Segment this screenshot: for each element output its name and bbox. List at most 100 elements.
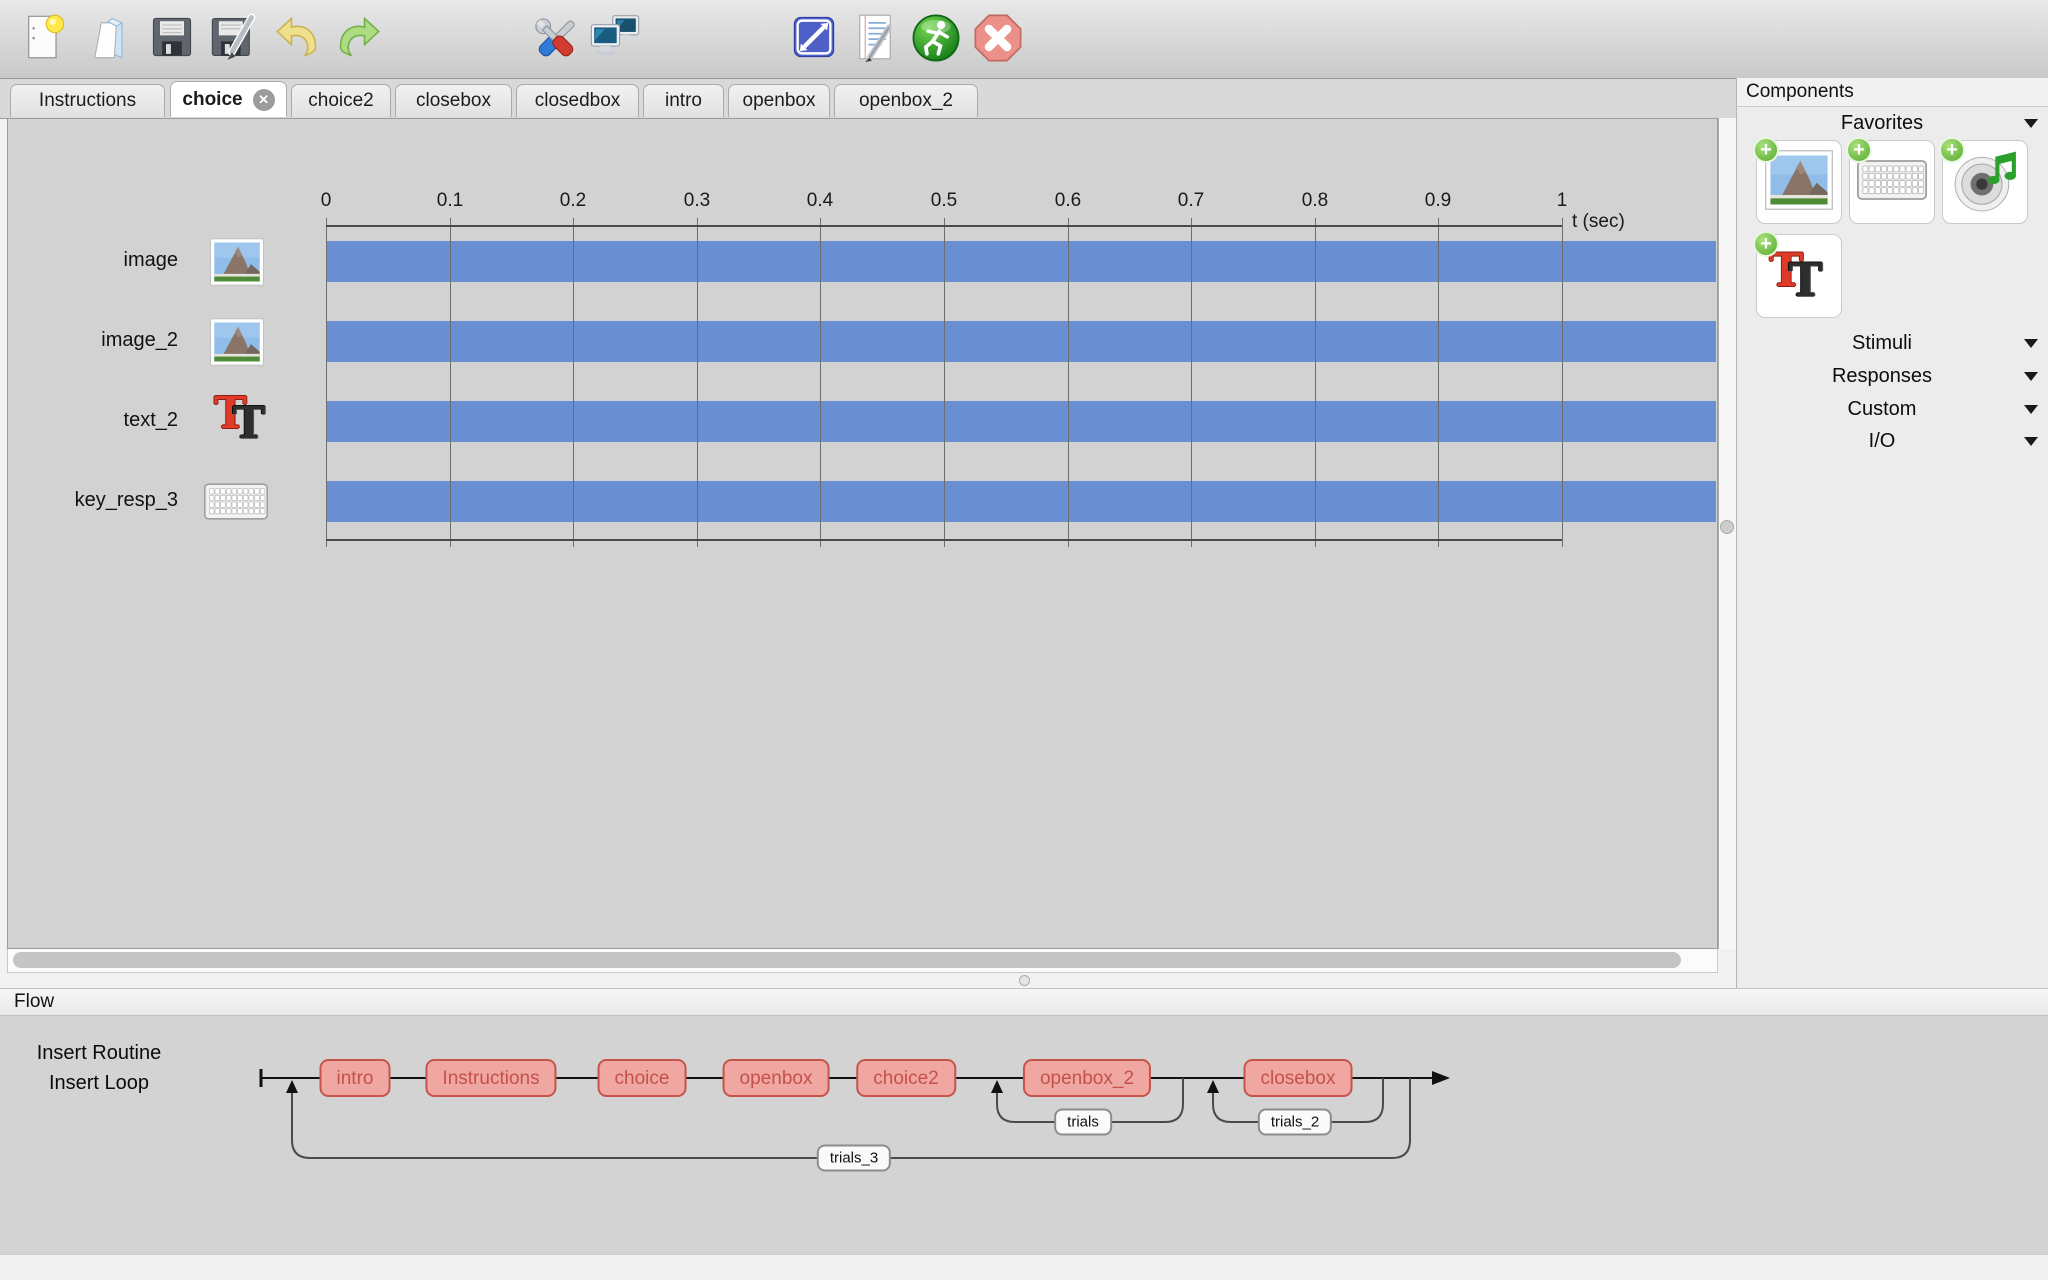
grid-line-0.8 (1315, 218, 1316, 547)
chevron-down-icon[interactable] (2024, 338, 2038, 348)
flow-loop-trials_2[interactable]: trials_2 (1257, 1108, 1333, 1136)
text-component-button[interactable]: + T T (1753, 231, 1842, 318)
component-row-icon-image[interactable] (210, 238, 264, 291)
grid-line-0.1 (450, 218, 451, 547)
flow-routine-openbox_2[interactable]: openbox_2 (1022, 1059, 1152, 1097)
new-file-button[interactable] (20, 12, 70, 62)
section-label: Favorites (1840, 111, 1924, 134)
flow-loop-trials_3[interactable]: trials_3 (816, 1144, 892, 1172)
tab-closebox[interactable]: closebox (395, 84, 512, 117)
image-thumbnail-icon (210, 318, 264, 366)
panel-splitter-handle[interactable] (1019, 975, 1030, 986)
grid-line-0.5 (944, 218, 945, 547)
section-header-i-o[interactable]: I/O (1740, 428, 2044, 454)
horizontal-scroll-thumb[interactable] (13, 952, 1681, 968)
keyboard-component-button[interactable]: + (1846, 137, 1935, 224)
component-row-label-text_2: text_2 (123, 409, 178, 431)
section-header-favorites[interactable]: Favorites (1740, 110, 2044, 136)
chevron-down-icon[interactable] (2024, 371, 2038, 381)
save-as-button[interactable] (208, 12, 258, 62)
tab-label: closedbox (534, 90, 621, 111)
redo-button[interactable] (334, 12, 384, 62)
undo-button[interactable] (274, 12, 324, 62)
flow-panel-title: Flow (0, 988, 2048, 1016)
chevron-down-icon[interactable] (2024, 118, 2038, 128)
flow-loop-trials[interactable]: trials (1054, 1108, 1112, 1136)
close-icon[interactable]: ✕ (252, 88, 275, 111)
flow-routine-choice2[interactable]: choice2 (856, 1059, 956, 1097)
tab-Instructions[interactable]: Instructions (10, 84, 165, 117)
tab-label: choice (182, 88, 243, 110)
timeline-bar-text_2[interactable] (326, 401, 1716, 442)
monitor-center-button[interactable] (588, 12, 640, 62)
tab-openbox_2[interactable]: openbox_2 (834, 84, 978, 117)
flow-routine-Instructions[interactable]: Instructions (425, 1059, 557, 1097)
section-label: I/O (1868, 429, 1896, 452)
component-row-label-image: image (123, 249, 178, 271)
section-label: Custom (1847, 397, 1917, 420)
grid-line-0.2 (573, 218, 574, 547)
tab-closedbox[interactable]: closedbox (516, 84, 639, 117)
chevron-down-icon[interactable] (2024, 436, 2038, 446)
components-panel (1736, 78, 2048, 988)
tab-choice[interactable]: choice ✕ (170, 81, 287, 117)
tools-button[interactable] (530, 12, 580, 62)
open-file-button[interactable] (86, 12, 136, 62)
canvas-horizontal-scrollbar[interactable] (7, 949, 1718, 973)
add-plus-icon: + (1753, 137, 1779, 163)
tick-label-0: 0 (320, 190, 332, 211)
sound-component-button[interactable]: + (1939, 137, 2028, 224)
flow-routine-openbox[interactable]: openbox (722, 1059, 830, 1097)
chevron-down-icon[interactable] (2024, 404, 2038, 414)
stop-button[interactable] (972, 12, 1022, 62)
tick-label-0.6: 0.6 (1054, 190, 1082, 211)
tab-choice2[interactable]: choice2 (291, 84, 391, 117)
tick-label-0.1: 0.1 (436, 190, 464, 211)
stop-icon (974, 14, 1022, 62)
image-component-button[interactable]: + (1753, 137, 1842, 224)
toolbar (0, 0, 2048, 79)
grid-line-1 (1562, 218, 1563, 547)
save-icon (152, 17, 192, 57)
axis-unit-label: t (sec) (1572, 211, 1625, 232)
tab-label: openbox (742, 90, 816, 111)
tab-intro[interactable]: intro (643, 84, 724, 117)
compile-script-button[interactable] (852, 12, 902, 62)
keyboard-icon (1857, 159, 1927, 205)
component-row-label-image_2: image_2 (101, 329, 178, 351)
run-button[interactable] (910, 12, 960, 62)
flow-routine-choice[interactable]: choice (597, 1059, 687, 1097)
grid-line-0 (326, 218, 327, 547)
experiment-settings-button[interactable] (790, 12, 840, 62)
insert-loop-button[interactable]: Insert Loop (48, 1072, 150, 1094)
tick-label-0.9: 0.9 (1424, 190, 1452, 211)
axis-line-top (326, 225, 1562, 227)
component-row-icon-key_resp_3[interactable] (204, 483, 268, 525)
section-header-stimuli[interactable]: Stimuli (1740, 330, 2044, 356)
tick-label-0.3: 0.3 (683, 190, 711, 211)
experiment-settings-icon (793, 16, 835, 58)
vertical-scroll-thumb[interactable] (1720, 520, 1734, 534)
timeline-bar-image_2[interactable] (326, 321, 1716, 362)
tools-icon (535, 18, 575, 57)
insert-routine-button[interactable]: Insert Routine (36, 1042, 162, 1064)
flow-routine-closebox[interactable]: closebox (1243, 1059, 1353, 1097)
section-header-custom[interactable]: Custom (1740, 396, 2044, 422)
add-plus-icon: + (1753, 231, 1779, 257)
save-as-icon (211, 13, 256, 60)
flow-routine-intro[interactable]: intro (319, 1059, 391, 1097)
tick-label-0.7: 0.7 (1177, 190, 1205, 211)
grid-line-0.6 (1068, 218, 1069, 547)
tab-openbox[interactable]: openbox (728, 84, 830, 117)
timeline-bar-key_resp_3[interactable] (326, 481, 1716, 522)
component-row-icon-image_2[interactable] (210, 318, 264, 371)
timeline-bar-image[interactable] (326, 241, 1716, 282)
section-header-responses[interactable]: Responses (1740, 363, 2044, 389)
save-button[interactable] (148, 12, 198, 62)
undo-icon (276, 16, 317, 57)
tick-label-0.8: 0.8 (1301, 190, 1329, 211)
text-icon: T T (214, 388, 266, 449)
compile-script-icon (859, 14, 892, 62)
new-file-icon (28, 14, 65, 59)
component-row-icon-text_2[interactable]: T T (214, 392, 271, 447)
